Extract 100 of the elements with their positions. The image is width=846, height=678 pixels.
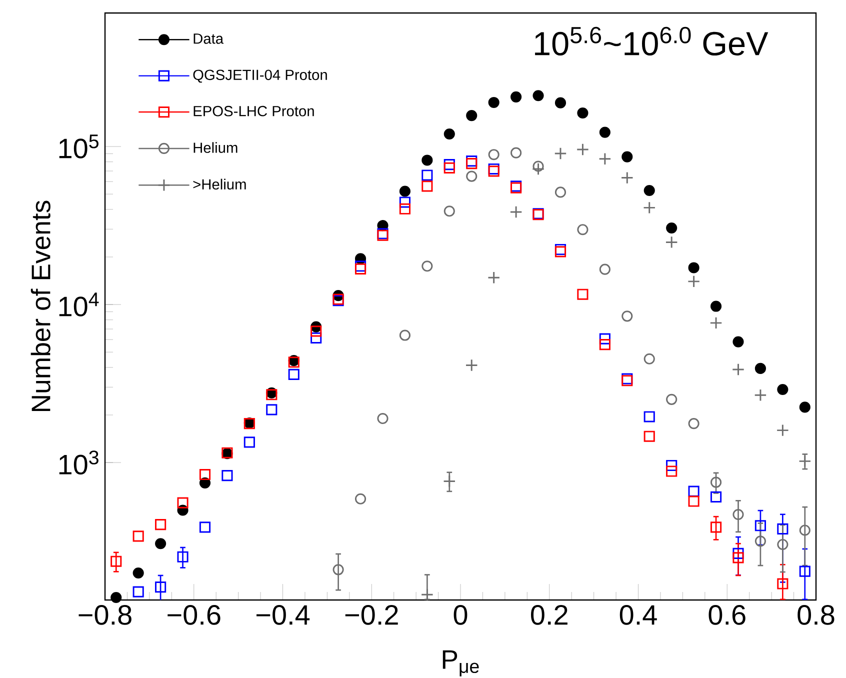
x-tick-label: −0.2 — [345, 605, 398, 625]
point — [466, 170, 478, 182]
point — [155, 538, 166, 550]
point — [798, 454, 812, 468]
point — [576, 143, 590, 156]
point — [599, 333, 610, 344]
point — [732, 552, 744, 564]
point — [422, 180, 433, 192]
point — [710, 522, 722, 533]
point — [399, 203, 410, 214]
point — [444, 128, 455, 140]
point — [488, 96, 500, 108]
point — [532, 90, 544, 102]
point — [377, 412, 388, 424]
point — [554, 246, 566, 258]
point — [332, 564, 344, 576]
legend-label: Data — [194, 34, 224, 44]
point — [132, 530, 144, 542]
point — [199, 522, 211, 533]
legend-label: EPOS-LHC Proton — [194, 106, 314, 116]
point — [510, 91, 522, 102]
point — [399, 186, 410, 197]
point — [644, 353, 655, 364]
point — [688, 262, 700, 274]
point — [732, 508, 744, 520]
point — [644, 430, 655, 442]
legend-label: Helium — [194, 142, 238, 153]
point — [732, 363, 745, 376]
point — [399, 196, 410, 208]
point — [466, 110, 478, 122]
point — [132, 567, 144, 579]
point — [799, 402, 810, 413]
point — [199, 468, 211, 480]
point — [754, 388, 767, 402]
x-tick-label: 0.8 — [798, 605, 834, 625]
point — [710, 300, 722, 312]
point — [466, 158, 478, 170]
point — [599, 126, 610, 138]
x-tick-label: 0.6 — [708, 605, 746, 625]
point — [422, 170, 433, 181]
point — [777, 384, 788, 396]
legend-label: >Helium — [193, 178, 246, 190]
point — [488, 149, 500, 160]
point — [688, 418, 700, 430]
point — [244, 436, 255, 448]
point — [666, 222, 678, 234]
point — [620, 171, 634, 184]
point — [599, 264, 610, 275]
point — [777, 578, 788, 590]
point — [510, 206, 522, 218]
point — [754, 520, 766, 532]
point — [532, 160, 544, 172]
point — [666, 394, 678, 405]
point — [443, 474, 456, 488]
point — [554, 97, 566, 108]
point — [754, 536, 766, 547]
point — [644, 411, 655, 422]
point — [644, 184, 655, 196]
point — [599, 339, 610, 350]
point — [777, 523, 788, 534]
point — [710, 316, 722, 330]
point — [177, 551, 188, 562]
y-tick-label: 10$^{4}$ — [59, 292, 99, 316]
point — [532, 162, 545, 176]
point — [665, 236, 678, 249]
point — [777, 538, 788, 550]
point — [554, 186, 566, 198]
x-tick-label: 0.4 — [620, 605, 657, 625]
point — [354, 263, 366, 274]
point — [754, 362, 766, 374]
point — [710, 476, 722, 488]
point — [577, 107, 588, 119]
point — [177, 497, 188, 508]
point — [488, 166, 500, 177]
point — [598, 152, 612, 166]
point — [465, 358, 478, 372]
point — [110, 556, 122, 567]
x-tick-label: −0.4 — [256, 605, 310, 625]
point — [155, 519, 166, 530]
point — [488, 271, 500, 284]
point — [688, 496, 700, 507]
point — [643, 201, 656, 214]
point — [354, 493, 366, 504]
point — [732, 336, 744, 348]
point — [799, 524, 810, 536]
point — [310, 326, 322, 337]
point — [710, 491, 722, 502]
y-axis-title: Number of Events — [30, 200, 50, 411]
point — [799, 566, 810, 577]
y-tick-label: 10$^{5}$ — [59, 134, 98, 158]
point — [687, 275, 700, 288]
point — [577, 224, 588, 236]
x-axis-title: P$_{μe}$ — [442, 650, 479, 676]
point — [422, 260, 433, 272]
point — [288, 368, 300, 380]
point — [132, 586, 144, 598]
point — [776, 424, 790, 437]
point — [155, 582, 166, 593]
point — [510, 147, 522, 158]
point — [577, 288, 588, 300]
